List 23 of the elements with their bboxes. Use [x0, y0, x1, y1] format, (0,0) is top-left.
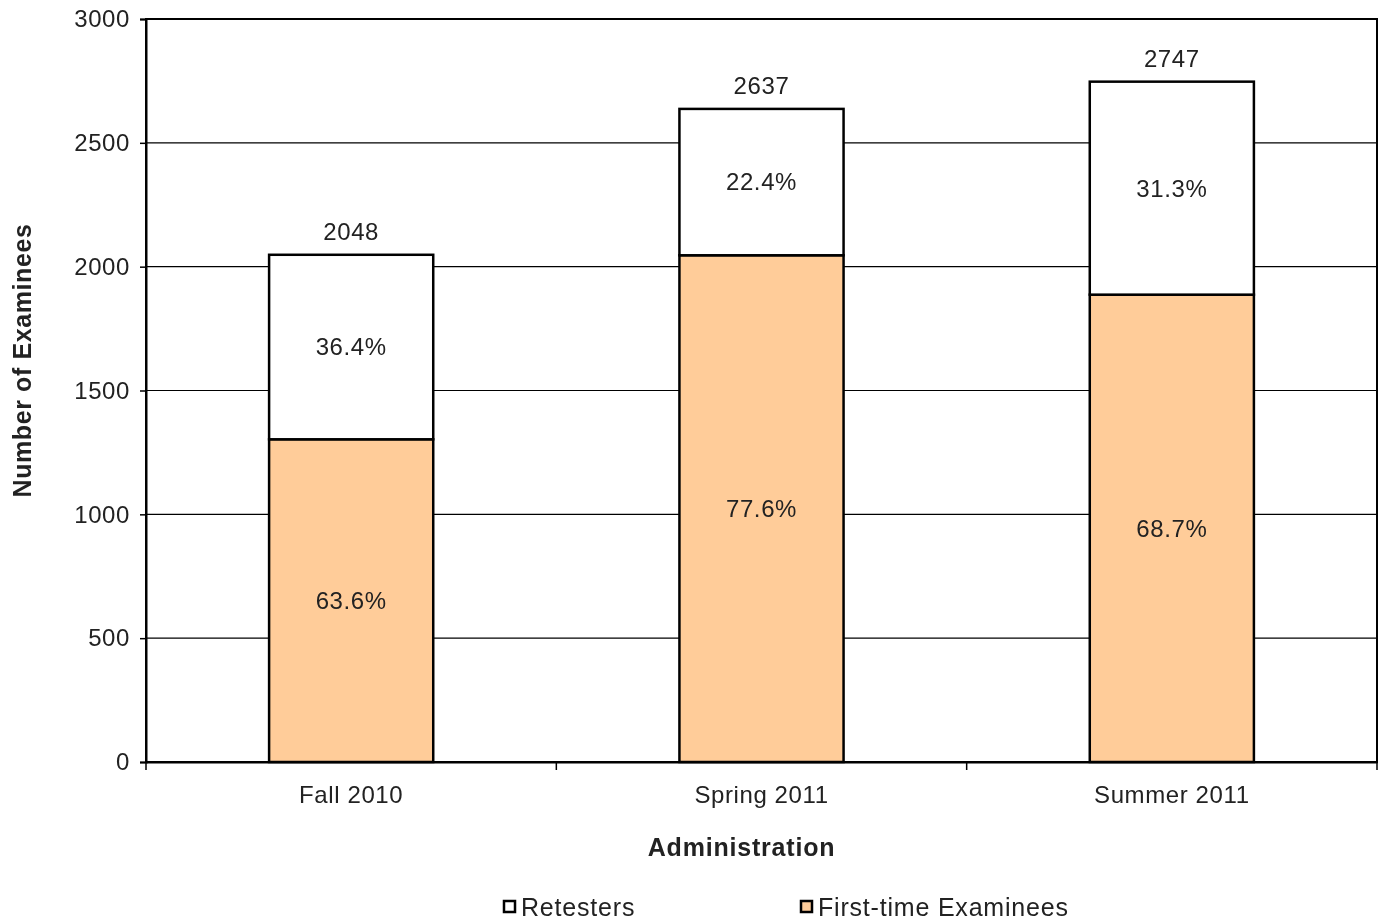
x-tick-label: Spring 2011 — [694, 781, 829, 809]
y-tick-label: 1500 — [74, 376, 130, 404]
y-tick-label: 500 — [88, 624, 130, 652]
x-tick-label: Summer 2011 — [1094, 781, 1250, 809]
y-tick-label: 0 — [116, 748, 130, 776]
y-tick-label: 3000 — [74, 5, 130, 33]
annotation: 63.6% — [315, 587, 387, 615]
y-tick-label: 2000 — [74, 252, 130, 280]
annotation: 68.7% — [1136, 514, 1208, 542]
annotation: 77.6% — [725, 495, 798, 523]
total-label: 2048 — [323, 217, 380, 245]
legend-label: Retesters — [521, 892, 636, 921]
annotation: 36.4% — [315, 333, 387, 361]
annotation: 22.4% — [725, 168, 798, 196]
total-label: 2637 — [733, 71, 790, 99]
legend-label: First-time Examinees — [818, 892, 1069, 921]
annotation: 31.3% — [1136, 174, 1208, 202]
x-axis-title: Administration — [647, 833, 836, 861]
y-tick-label: 2500 — [74, 129, 130, 157]
y-axis-title: Number of Examinees — [8, 223, 36, 498]
total-label: 2747 — [1143, 44, 1200, 72]
y-tick-label: 1000 — [74, 500, 130, 528]
x-tick-label: Fall 2010 — [299, 781, 404, 809]
